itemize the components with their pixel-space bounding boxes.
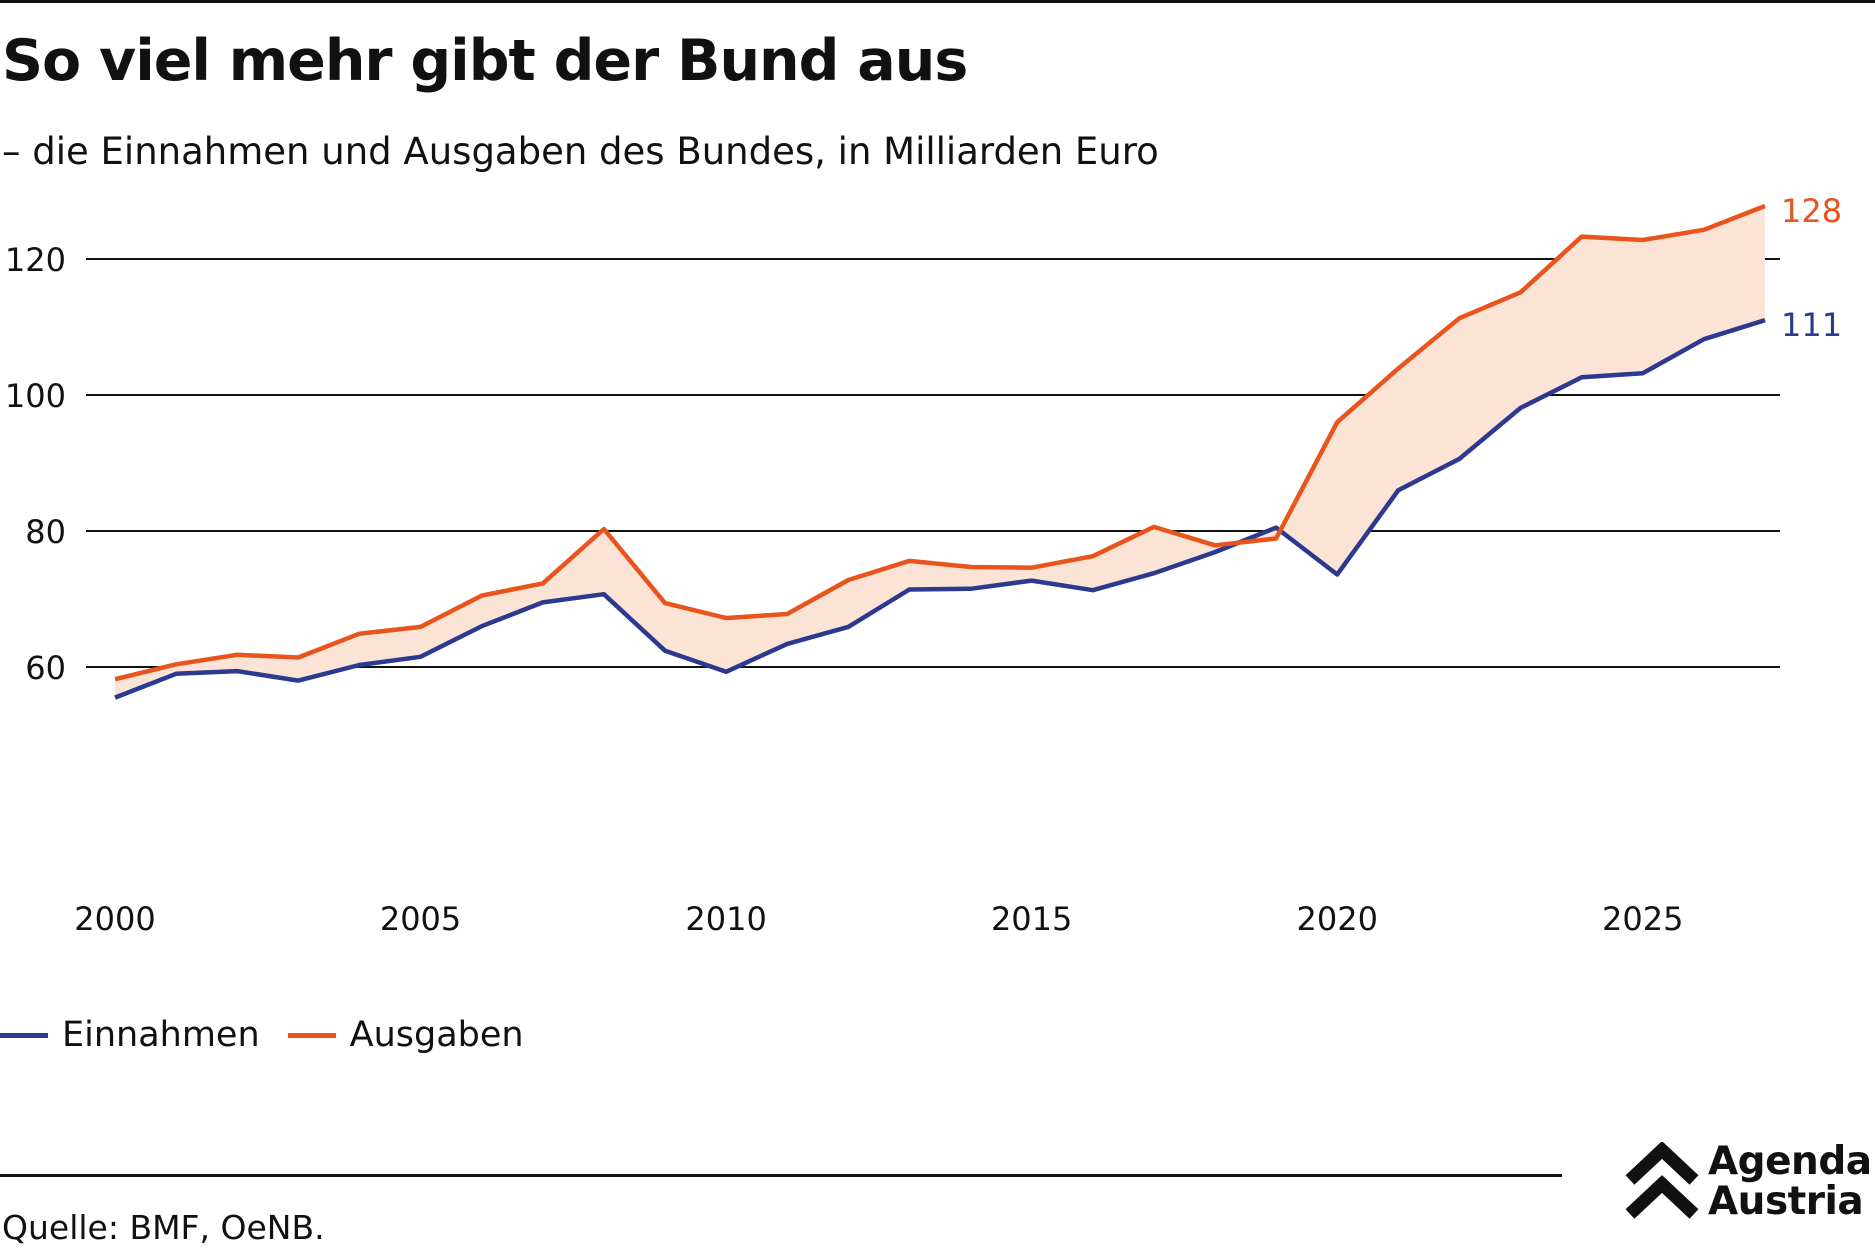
legend-label-einnahmen: Einnahmen	[62, 1015, 260, 1055]
ausgaben-line	[114, 203, 1766, 682]
logo-line2: Austria	[1708, 1179, 1864, 1224]
y-tick-label-120: 120	[5, 241, 66, 279]
source-note: Quelle: BMF, OeNB.	[2, 1208, 325, 1247]
ausgaben-end-label: 128	[1781, 192, 1842, 230]
x-tick-label-2025: 2025	[1602, 900, 1683, 938]
x-tick-label-2020: 2020	[1297, 900, 1378, 938]
y-tick-label-100: 100	[5, 377, 66, 415]
logo-text: Agenda Austria	[1708, 1142, 1872, 1222]
x-tick-label-2005: 2005	[380, 900, 461, 938]
agenda-austria-logo: Agenda Austria	[1622, 1142, 1875, 1222]
y-tick-label-60: 60	[25, 649, 66, 687]
top-rule	[0, 0, 1875, 3]
y-tick-labels: 60 80 100 120	[5, 241, 66, 687]
bottom-rule	[0, 1174, 1562, 1177]
einnahmen-swatch	[0, 1032, 48, 1038]
x-tick-labels: 2000 2005 2010 2015 2020 2025	[74, 900, 1683, 938]
legend-label-ausgaben: Ausgaben	[349, 1015, 524, 1055]
x-tick-label-2000: 2000	[74, 900, 155, 938]
legend: Einnahmen Ausgaben	[0, 1015, 552, 1055]
gap-area	[115, 206, 1765, 698]
logo-line1: Agenda	[1708, 1139, 1872, 1184]
x-tick-label-2010: 2010	[685, 900, 766, 938]
legend-item-ausgaben: Ausgaben	[287, 1015, 524, 1055]
einnahmen-line	[114, 318, 1766, 700]
legend-item-einnahmen: Einnahmen	[0, 1015, 260, 1055]
ausgaben-swatch	[287, 1032, 336, 1038]
x-tick-label-2015: 2015	[991, 900, 1072, 938]
chart-subtitle: – die Einnahmen und Ausgaben des Bundes,…	[2, 130, 1159, 173]
einnahmen-end-label: 111	[1781, 306, 1842, 344]
y-tick-label-80: 80	[25, 513, 66, 551]
chart-title: So viel mehr gibt der Bund aus	[2, 28, 968, 94]
chevron-up-icon	[1625, 1142, 1699, 1219]
